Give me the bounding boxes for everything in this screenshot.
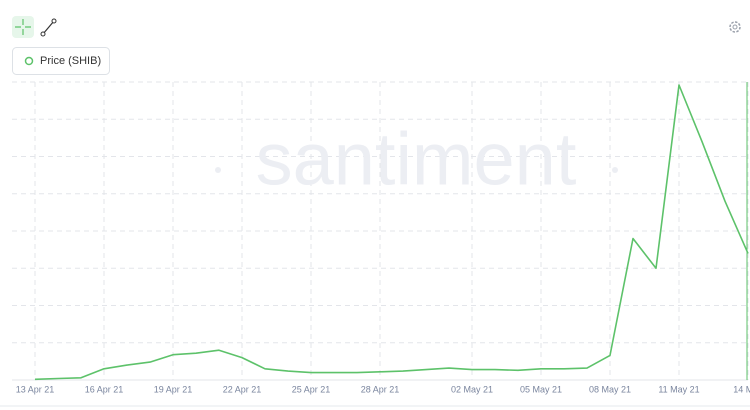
x-tick-label: 28 Apr 21 bbox=[361, 384, 400, 394]
gear-center[interactable] bbox=[732, 24, 738, 30]
legend-label[interactable]: Price (SHIB) bbox=[40, 55, 101, 67]
gear-icon[interactable] bbox=[729, 21, 741, 33]
legend-box[interactable] bbox=[12, 47, 110, 75]
watermark: santiment bbox=[256, 118, 577, 201]
x-tick-label: 22 Apr 21 bbox=[223, 384, 262, 394]
x-tick-label: 14 May bbox=[733, 384, 750, 394]
price-line bbox=[34, 84, 749, 381]
crosshair-icon[interactable] bbox=[15, 19, 31, 35]
line-tool-button[interactable] bbox=[40, 18, 57, 37]
x-tick-label: 05 May 21 bbox=[520, 384, 562, 394]
x-tick-label: 19 Apr 21 bbox=[154, 384, 193, 394]
watermark-dot bbox=[215, 167, 221, 173]
line-tool-icon[interactable] bbox=[42, 20, 55, 35]
x-tick-label: 11 May 21 bbox=[658, 384, 699, 394]
watermark-dot bbox=[612, 167, 618, 173]
crosshair-button[interactable] bbox=[12, 16, 34, 38]
legend-button[interactable]: Price (SHIB) bbox=[12, 47, 110, 75]
line-tool-dot[interactable] bbox=[40, 31, 46, 37]
legend-marker[interactable] bbox=[24, 56, 34, 66]
crosshair-bg[interactable] bbox=[12, 16, 34, 38]
x-tick-label: 02 May 21 bbox=[451, 384, 493, 394]
settings-button[interactable] bbox=[729, 21, 741, 33]
line-tool-dot[interactable] bbox=[51, 18, 57, 24]
x-tick-label: 16 Apr 21 bbox=[85, 384, 124, 394]
x-tick-label: 25 Apr 21 bbox=[292, 384, 331, 394]
x-tick-label: 08 May 21 bbox=[589, 384, 631, 394]
x-tick-label: 13 Apr 21 bbox=[16, 384, 55, 394]
